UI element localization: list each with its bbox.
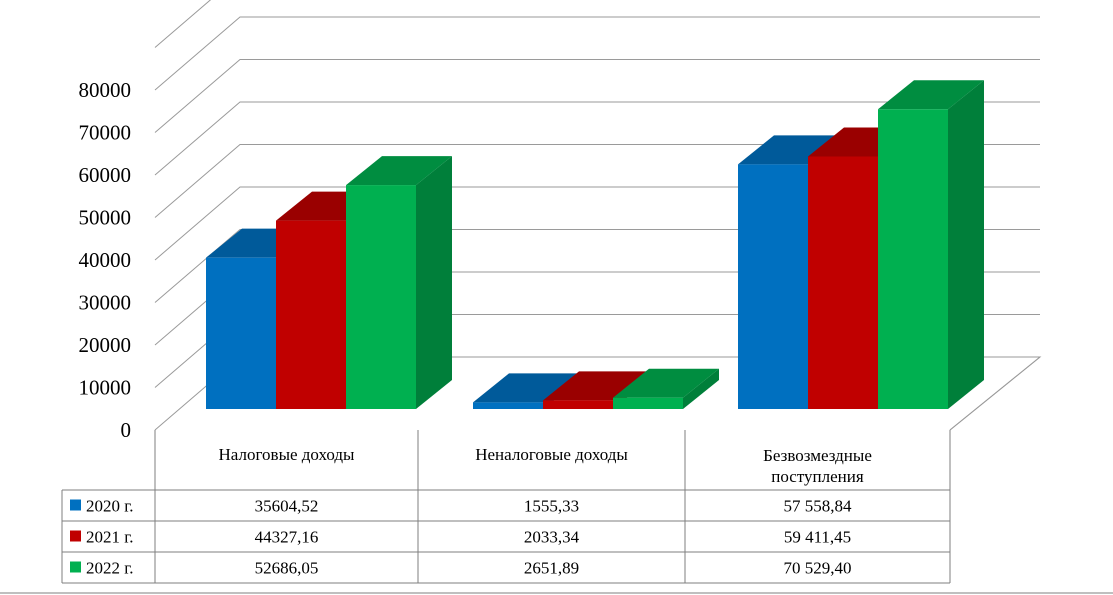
- table-cell: 35604,52: [255, 497, 319, 516]
- bar-top: [613, 368, 719, 398]
- y-tick-label: 50000: [79, 206, 132, 230]
- table-cell: 2033,34: [524, 528, 580, 547]
- gridline: [154, 16, 1040, 91]
- bar-top: [543, 371, 649, 401]
- bar-side: [683, 368, 719, 409]
- bar-front: [346, 185, 416, 409]
- bar-3-2: [613, 368, 719, 409]
- bar-3-3: [878, 80, 984, 409]
- legend-label-3: 2022 г.: [86, 559, 134, 578]
- y-tick-label: 60000: [79, 163, 132, 187]
- legend-swatch-1: [70, 499, 81, 511]
- legend-swatch-2: [70, 530, 81, 542]
- y-tick-label: 30000: [79, 291, 132, 315]
- bar-front: [613, 397, 683, 409]
- category-label: Безвозмездные поступления: [763, 446, 872, 486]
- bar-front: [206, 257, 276, 409]
- table-cell: 2651,89: [524, 559, 579, 578]
- legend-label-2: 2021 г.: [86, 528, 134, 547]
- gridline: [154, 101, 1040, 176]
- bar-side: [416, 156, 452, 409]
- table-cell: 44327,16: [255, 528, 319, 547]
- y-tick-label: 70000: [79, 121, 132, 145]
- table-cell: 1555,33: [524, 497, 579, 516]
- gridline: [154, 59, 1040, 133]
- table-cell: 52686,05: [255, 559, 319, 578]
- floor-right-edge: [949, 356, 1041, 431]
- bar-top: [346, 156, 452, 186]
- bar-top: [473, 373, 579, 403]
- y-tick-label: 0: [121, 418, 132, 442]
- y-axis-ticks: 0 10000 20000 30000 40000 50000 60000 70000 8000…: [79, 78, 132, 442]
- gridline: [154, 0, 212, 48]
- y-tick-label: 40000: [79, 248, 132, 272]
- bar-front: [878, 109, 948, 409]
- table-cell: 70 529,40: [784, 559, 852, 578]
- bar-top: [738, 135, 844, 165]
- y-tick-label: 80000: [79, 78, 132, 102]
- legend-label-1: 2020 г.: [86, 497, 134, 516]
- data-table: Налоговые доходы Неналоговые доходы Безвоз…: [0, 430, 1113, 594]
- legend-swatch-3: [70, 561, 81, 573]
- bar-front: [543, 400, 613, 409]
- category-label: Неналоговые доходы: [475, 445, 628, 464]
- bar-front: [473, 402, 543, 409]
- bar-front: [738, 164, 808, 409]
- y-tick-label: 10000: [79, 376, 132, 400]
- bar-side: [948, 80, 984, 409]
- bar-3-1: [346, 156, 452, 409]
- table-cell: 59 411,45: [784, 528, 851, 547]
- bar-front: [808, 156, 878, 409]
- bar-top: [878, 80, 984, 110]
- category-label: Налоговые доходы: [219, 445, 355, 464]
- chart-walls: [154, 356, 1042, 431]
- y-tick-label: 20000: [79, 333, 132, 357]
- bar-front: [276, 220, 346, 409]
- bars: [206, 80, 984, 409]
- gridlines: [154, 0, 1040, 388]
- table-cell: 57 558,84: [784, 497, 853, 516]
